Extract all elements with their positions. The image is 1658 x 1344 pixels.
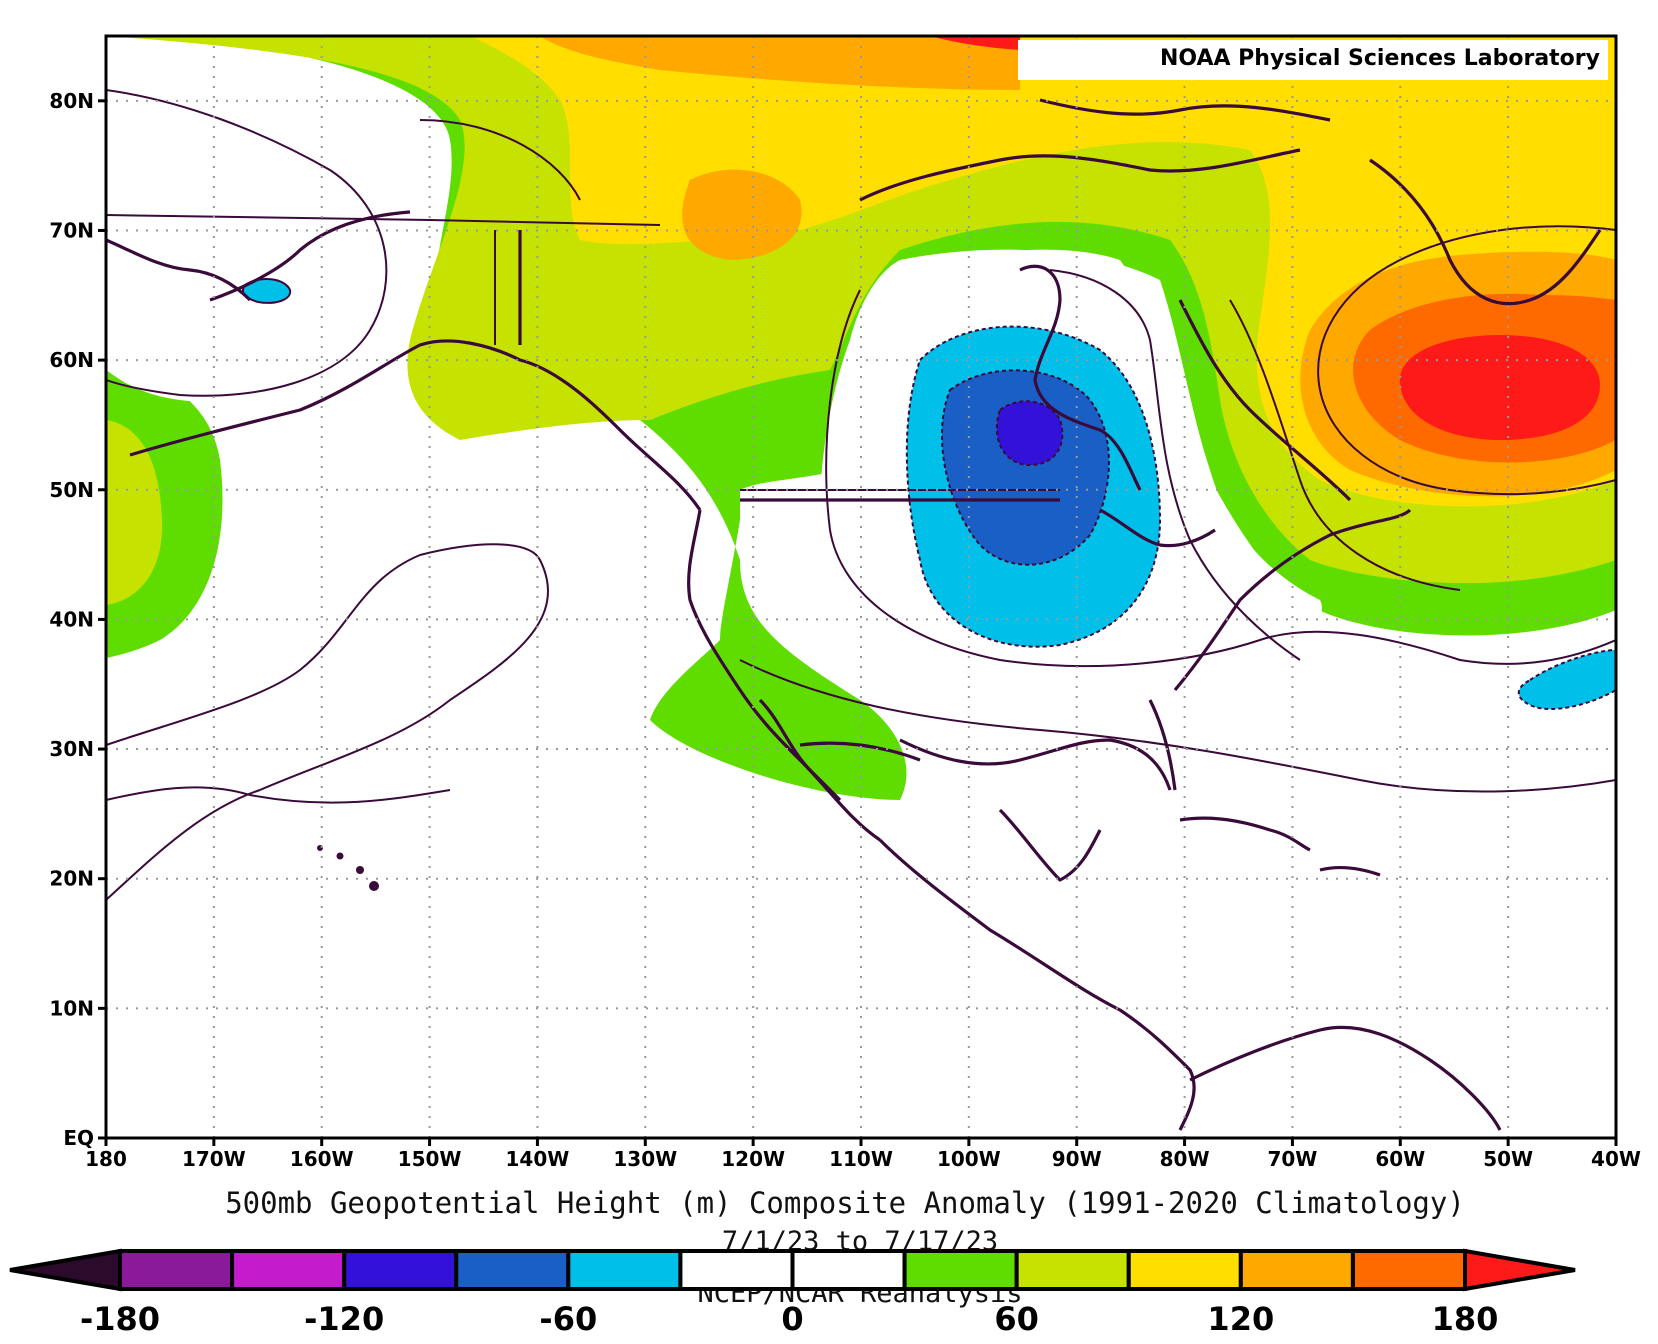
coast-siberia bbox=[106, 238, 252, 302]
colorbar-segment bbox=[118, 1249, 235, 1291]
negative-anomaly-purple bbox=[995, 400, 1064, 467]
positive-anomaly-red-atl bbox=[1400, 335, 1600, 440]
lon-label: 90W bbox=[1052, 1147, 1102, 1171]
coast-labrador bbox=[1178, 299, 1352, 502]
colorbar-segment bbox=[678, 1249, 795, 1291]
coast-yucatan bbox=[998, 808, 1102, 882]
lat-label: 70N bbox=[49, 218, 94, 242]
colorbar-segment bbox=[230, 1249, 347, 1291]
neutral-north-pacific bbox=[106, 60, 412, 402]
lat-label: 20N bbox=[49, 867, 94, 891]
lon-label: 40W bbox=[1591, 1147, 1641, 1171]
lat-label: 10N bbox=[49, 996, 94, 1020]
anomaly-fields bbox=[106, 36, 1616, 1131]
colorbar-label: -120 bbox=[304, 1300, 384, 1338]
contour-lines bbox=[106, 89, 1616, 901]
colorbar-segment bbox=[1126, 1249, 1243, 1291]
colorbar-label: 120 bbox=[1207, 1300, 1274, 1338]
coast-greenland bbox=[1369, 158, 1602, 306]
lat-label: 30N bbox=[49, 737, 94, 761]
coast-arctic-islands-2 bbox=[1039, 98, 1331, 122]
coast-arctic-islands bbox=[859, 148, 1301, 202]
colorbar-label: -180 bbox=[80, 1300, 160, 1338]
positive-anomaly-west-yellowgreen bbox=[106, 420, 163, 605]
positive-anomaly-red-top bbox=[930, 36, 1020, 50]
lon-label: 120W bbox=[721, 1147, 785, 1171]
colorbar-label: 60 bbox=[994, 1300, 1039, 1338]
colorbar-labels: -180 -120 -60 0 60 120 180 bbox=[80, 1300, 1498, 1338]
colorbar-segment bbox=[790, 1249, 907, 1291]
lon-label: 160W bbox=[290, 1147, 354, 1171]
lon-label: 130W bbox=[613, 1147, 677, 1171]
lon-label: 50W bbox=[1483, 1147, 1533, 1171]
colorbar-label: -60 bbox=[539, 1300, 597, 1338]
lon-label: 110W bbox=[829, 1147, 893, 1171]
longitude-axis: 180 170W 160W 150W 140W 130W 120W 110W 100W 90W 80… bbox=[85, 1138, 1641, 1171]
lat-label: 60N bbox=[49, 348, 94, 372]
coast-alaska bbox=[129, 339, 702, 511]
colorbar-segment bbox=[902, 1249, 1019, 1291]
lon-label: 150W bbox=[398, 1147, 462, 1171]
border-us-mexico bbox=[799, 741, 921, 762]
coast-baja bbox=[758, 698, 842, 802]
positive-anomaly-orange-nw bbox=[682, 169, 802, 260]
negative-anomaly-atlantic bbox=[1517, 648, 1616, 711]
colorbar-segment bbox=[342, 1249, 459, 1291]
colorbar-segment bbox=[566, 1249, 683, 1291]
colorbar-segment bbox=[1014, 1249, 1131, 1291]
coast-hispaniola bbox=[1319, 865, 1381, 877]
coast-great-lakes bbox=[1099, 508, 1216, 548]
coast-hudson-bay bbox=[1019, 264, 1142, 491]
lon-label: 140W bbox=[506, 1147, 570, 1171]
latitude-axis: 80N 70N 60N 50N 40N 30N 20N 10N EQ bbox=[49, 89, 106, 1150]
lat-label: EQ bbox=[63, 1126, 94, 1150]
lon-label: 170W bbox=[182, 1147, 246, 1171]
colorbar bbox=[9, 1248, 1576, 1292]
chart-title: 500mb Geopotential Height (m) Composite … bbox=[225, 1186, 1465, 1220]
lon-label: 60W bbox=[1375, 1147, 1425, 1171]
colorbar-segment bbox=[1350, 1249, 1467, 1291]
colorbar-label: 0 bbox=[781, 1300, 803, 1338]
coast-florida bbox=[1148, 699, 1177, 791]
lon-label: 100W bbox=[937, 1147, 1001, 1171]
coast-caribbean-cuba bbox=[1179, 816, 1311, 852]
credit-box bbox=[1018, 40, 1608, 80]
colorbar-arrow-low bbox=[9, 1248, 122, 1292]
positive-anomaly-orange-top bbox=[540, 36, 1020, 90]
lat-label: 50N bbox=[49, 478, 94, 502]
colorbar-arrow-high bbox=[1463, 1248, 1576, 1292]
coast-gulf bbox=[899, 738, 1172, 791]
credit-text: NOAA Physical Sciences Laboratory bbox=[1160, 46, 1600, 71]
graticule bbox=[106, 36, 1616, 1138]
colorbar-label: 180 bbox=[1432, 1300, 1499, 1338]
coastlines bbox=[106, 98, 1602, 1131]
colorbar-segment bbox=[1238, 1249, 1355, 1291]
lon-label: 180 bbox=[85, 1147, 127, 1171]
positive-anomaly-yellowgreen bbox=[106, 36, 1616, 584]
lat-label: 40N bbox=[49, 607, 94, 631]
hawaii-islands bbox=[317, 845, 379, 891]
coast-south-america bbox=[1189, 1025, 1502, 1131]
lon-label: 70W bbox=[1267, 1147, 1317, 1171]
colorbar-segment bbox=[454, 1249, 571, 1291]
lat-label: 80N bbox=[49, 89, 94, 113]
coast-east-us bbox=[1173, 508, 1412, 692]
lon-label: 80W bbox=[1160, 1147, 1210, 1171]
